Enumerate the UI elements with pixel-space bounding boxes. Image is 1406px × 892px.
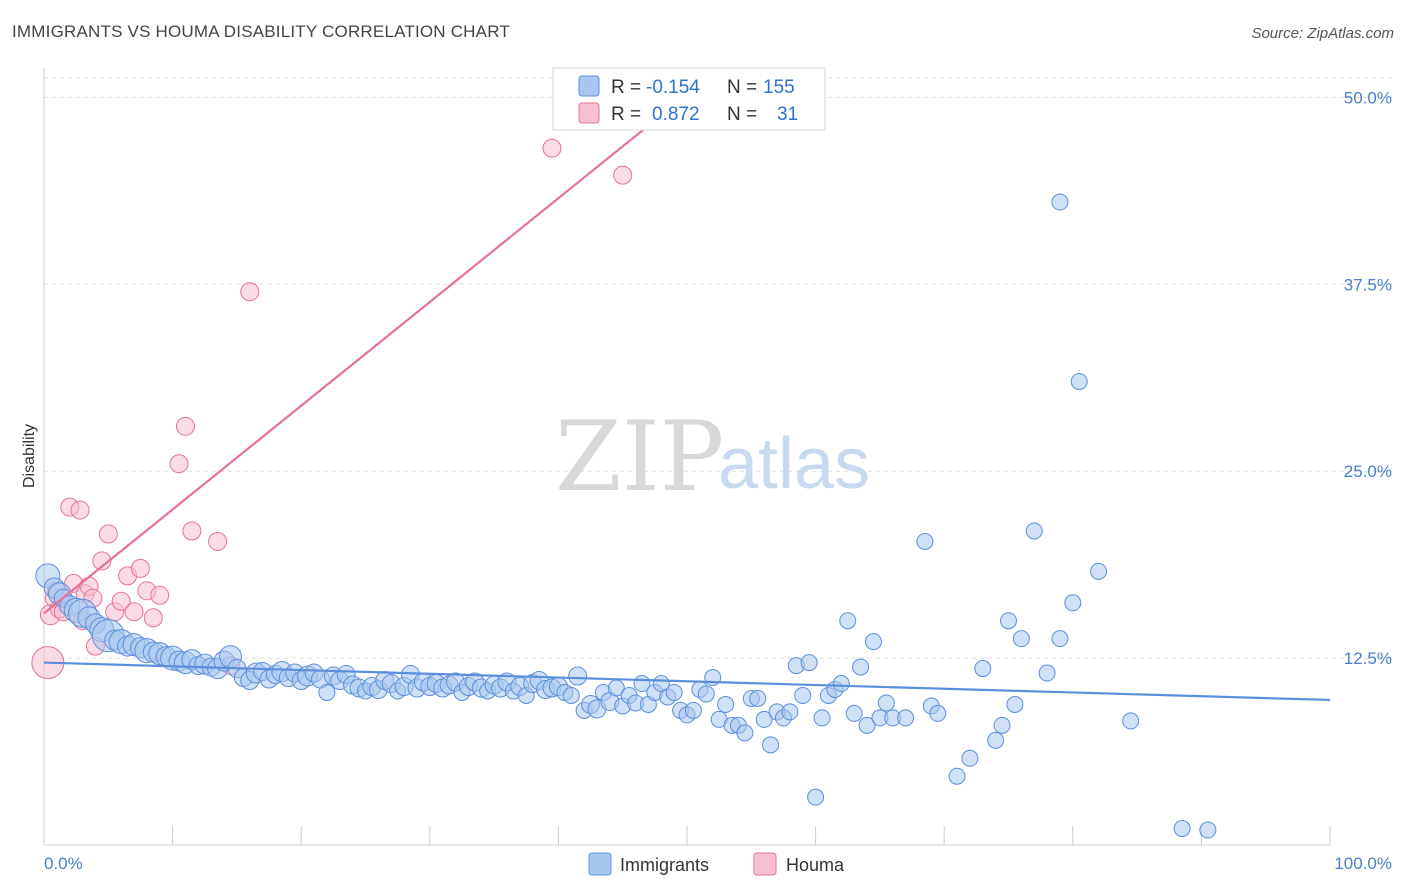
immigrants-point-113	[762, 736, 780, 754]
immigrants-point-118	[794, 686, 812, 704]
immigrants-point-145	[1025, 522, 1043, 540]
bottom-legend-immigrants: Immigrants	[620, 855, 709, 875]
y-axis-label: Disability	[21, 424, 38, 488]
immigrants-point-98	[665, 683, 683, 701]
immigrants-point-139	[974, 660, 992, 678]
houma-points	[31, 138, 633, 680]
x-tick-label-0: 0.0%	[44, 854, 83, 873]
immigrants-points	[35, 193, 1217, 839]
immigrants-point-82	[562, 686, 580, 704]
immigrants-point-121	[813, 709, 831, 727]
immigrants-point-151	[1090, 562, 1108, 580]
immigrants-point-116	[781, 703, 799, 721]
immigrants-point-125	[839, 612, 857, 630]
source-label: Source: ZipAtlas.com	[1251, 25, 1394, 42]
immigrants-point-127	[852, 658, 870, 676]
series-legend: Immigrants Houma	[588, 852, 845, 876]
houma-point-17	[111, 591, 131, 611]
immigrants-point-138	[961, 749, 979, 767]
immigrants-point-141	[993, 716, 1011, 734]
legend-n-value-2: 31	[777, 104, 798, 125]
immigrants-point-124	[832, 675, 850, 693]
houma-point-23	[150, 585, 170, 605]
legend-r-value-1: -0.154	[646, 77, 700, 98]
houma-point-22	[143, 608, 163, 628]
immigrants-point-133	[897, 709, 915, 727]
immigrants-point-152	[1122, 712, 1140, 730]
immigrants-point-144	[1012, 630, 1030, 648]
houma-point-31	[613, 165, 633, 185]
houma-point-27	[208, 531, 228, 551]
legend-n-value-1: 155	[763, 77, 795, 98]
correlation-legend: R = -0.154 N = 155 R = 0.872 N = 31	[552, 67, 826, 131]
legend-swatch-houma	[578, 102, 600, 124]
legend-r-label-1: R =	[611, 77, 641, 98]
immigrants-point-129	[864, 633, 882, 651]
legend-r-label-2: R =	[611, 104, 641, 125]
houma-point-15	[98, 524, 118, 544]
immigrants-point-103	[697, 685, 715, 703]
houma-trend-line	[43, 104, 675, 615]
houma-point-8	[70, 500, 90, 520]
y-tick-labels: 12.5% 25.0% 37.5% 50.0%	[1344, 88, 1392, 668]
immigrants-point-126	[845, 704, 863, 722]
trend-lines	[43, 104, 1331, 702]
houma-point-30	[542, 138, 562, 158]
immigrants-point-128	[858, 716, 876, 734]
watermark-zip: ZIP	[555, 401, 724, 513]
immigrants-point-101	[684, 701, 702, 719]
y-tick-label-0: 12.5%	[1344, 649, 1392, 668]
houma-point-24	[169, 454, 189, 474]
immigrants-point-134	[916, 532, 934, 550]
immigrants-point-143	[1006, 695, 1024, 713]
legend-n-label-1: N =	[727, 77, 757, 98]
immigrants-point-119	[800, 654, 818, 672]
immigrants-point-106	[717, 695, 735, 713]
immigrants-point-131	[877, 694, 895, 712]
immigrants-point-149	[1064, 594, 1082, 612]
legend-r-value-2: 0.872	[652, 104, 700, 125]
immigrants-trend-line	[43, 661, 1331, 702]
immigrants-point-44	[318, 683, 336, 701]
houma-point-14	[92, 551, 112, 571]
grid-lines	[44, 77, 1392, 659]
houma-point-26	[182, 521, 202, 541]
immigrants-point-146	[1038, 664, 1056, 682]
y-tick-label-1: 25.0%	[1344, 462, 1392, 481]
immigrants-point-153	[1173, 820, 1191, 838]
immigrants-point-154	[1199, 821, 1217, 839]
watermark-atlas: atlas	[718, 424, 870, 504]
immigrants-point-120	[807, 788, 825, 806]
houma-point-20	[130, 558, 150, 578]
immigrants-point-140	[987, 731, 1005, 749]
immigrants-point-111	[749, 689, 767, 707]
y-tick-label-3: 50.0%	[1344, 88, 1392, 107]
watermark: ZIP atlas	[555, 401, 870, 513]
x-tick-label-1: 100.0%	[1334, 854, 1392, 873]
chart-title: IMMIGRANTS VS HOUMA DISABILITY CORRELATI…	[12, 22, 510, 41]
immigrants-point-148	[1051, 193, 1069, 211]
immigrants-point-150	[1070, 372, 1088, 390]
legend-swatch-immigrants	[578, 75, 600, 97]
immigrants-point-112	[755, 710, 773, 728]
houma-point-29	[240, 282, 260, 302]
bottom-swatch-houma	[753, 852, 777, 876]
bottom-swatch-immigrants	[588, 852, 612, 876]
immigrants-point-147	[1051, 630, 1069, 648]
x-tick-labels: 0.0% 100.0%	[44, 854, 1392, 873]
immigrants-point-137	[948, 767, 966, 785]
immigrants-point-109	[736, 724, 754, 742]
legend-n-label-2: N =	[727, 104, 757, 125]
houma-point-25	[175, 416, 195, 436]
y-tick-label-2: 37.5%	[1344, 275, 1392, 294]
houma-point-19	[124, 602, 144, 622]
axes	[43, 68, 1331, 846]
bottom-legend-houma: Houma	[786, 855, 845, 875]
immigrants-point-83	[568, 666, 588, 686]
immigrants-point-142	[1000, 612, 1017, 630]
immigrants-point-136	[929, 704, 947, 722]
